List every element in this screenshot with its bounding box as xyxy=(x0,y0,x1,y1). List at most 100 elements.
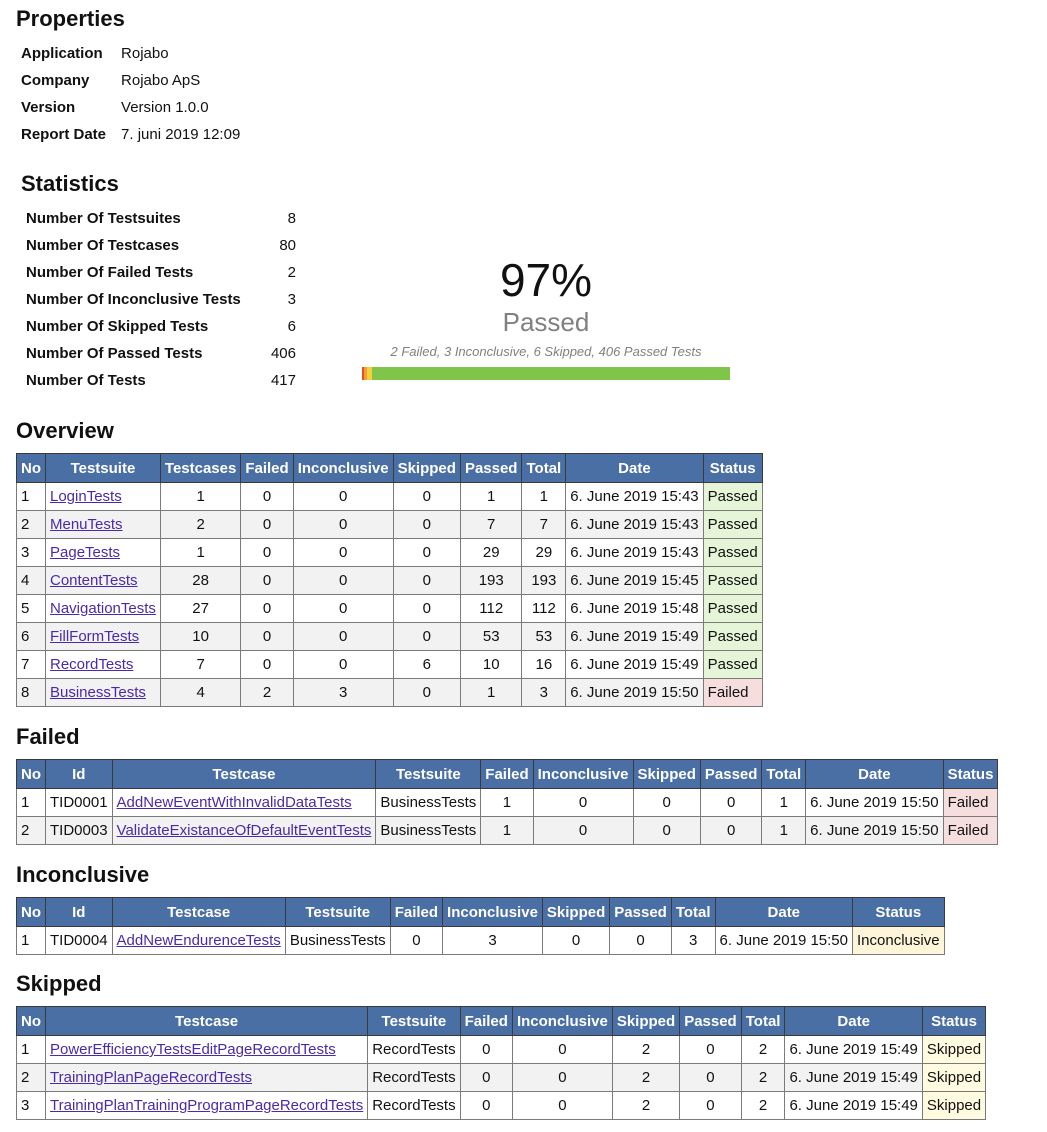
table-cell: 0 xyxy=(532,816,634,845)
result-progress-bar xyxy=(362,367,730,380)
column-header: Date xyxy=(805,759,944,789)
table-cell: 6. June 2019 15:49 xyxy=(565,622,704,651)
kv-key: Number Of Skipped Tests xyxy=(26,318,209,335)
table-cell: 4 xyxy=(16,566,46,595)
table-cell: 1 xyxy=(761,788,807,817)
table-cell: 1 xyxy=(159,538,242,567)
kv-value: Version 1.0.0 xyxy=(121,99,209,116)
column-header: Status xyxy=(702,453,763,483)
pass-detail: 2 Failed, 3 Inconclusive, 6 Skipped, 406… xyxy=(390,344,702,359)
table-cell: 7 xyxy=(521,510,567,539)
column-header: No xyxy=(16,897,46,927)
table-cell: TrainingPlanPageRecordTests xyxy=(44,1063,369,1092)
kv-value: 417 xyxy=(270,372,296,389)
column-header: Failed xyxy=(459,1006,513,1036)
kv-key: Number Of Testcases xyxy=(26,237,180,254)
testcase-link[interactable]: RecordTests xyxy=(50,656,134,673)
testcase-link[interactable]: TrainingPlanTrainingProgramPageRecordTes… xyxy=(50,1097,364,1114)
table-cell: 0 xyxy=(679,1035,742,1064)
testcase-link[interactable]: FillFormTests xyxy=(50,628,140,645)
testcase-link[interactable]: BusinessTests xyxy=(50,684,146,701)
table-row: 7 RecordTests 7 0 0 6 10 16 6. June 2019 15:49 Pa… xyxy=(16,650,763,679)
column-header: Status xyxy=(921,1006,987,1036)
table-cell: RecordTests xyxy=(367,1091,461,1120)
table-cell: 0 xyxy=(240,510,294,539)
table-cell: 1 xyxy=(16,482,46,511)
status-badge: Passed xyxy=(702,482,763,511)
table-cell: 1 xyxy=(761,816,807,845)
table-row: 2 TID0003 ValidateExistanceOfDefaultEventT… xyxy=(16,816,999,845)
overview-table: No Testsuite Testcases Failed Inconclusive Sk… xyxy=(16,453,763,707)
table-cell: 0 xyxy=(511,1091,613,1120)
kv-value: 7. juni 2019 12:09 xyxy=(121,126,241,143)
kv-row: Application Rojabo xyxy=(16,40,245,67)
table-cell: 2 xyxy=(16,1063,46,1092)
testcase-link[interactable]: ContentTests xyxy=(50,572,138,589)
testcase-link[interactable]: TrainingPlanPageRecordTests xyxy=(50,1069,253,1086)
skipped-heading: Skipped xyxy=(16,971,102,996)
status-badge: Failed xyxy=(702,678,763,707)
column-header: Date xyxy=(714,897,854,927)
testcase-link[interactable]: AddNewEndurenceTests xyxy=(116,932,281,949)
table-row: 6 FillFormTests 10 0 0 0 53 53 6. June 2019 15:4… xyxy=(16,622,763,651)
column-header: Testsuite xyxy=(45,453,161,483)
kv-key: Application xyxy=(21,45,103,62)
table-cell: 0 xyxy=(632,788,701,817)
table-cell: 0 xyxy=(392,566,461,595)
table-cell: 1 xyxy=(480,816,534,845)
table-cell: 0 xyxy=(240,622,294,651)
table-cell: 2 xyxy=(240,678,294,707)
table-cell: AddNewEndurenceTests xyxy=(111,926,286,955)
table-cell: 3 xyxy=(292,678,394,707)
table-cell: 6 xyxy=(392,650,461,679)
table-cell: 0 xyxy=(699,816,763,845)
kv-row: Number Of Inconclusive Tests 3 xyxy=(21,286,301,313)
table-cell: 6. June 2019 15:50 xyxy=(805,788,944,817)
column-header: Total xyxy=(740,1006,786,1036)
table-cell: 2 xyxy=(16,510,46,539)
testcase-link[interactable]: PageTests xyxy=(50,544,121,561)
table-cell: 0 xyxy=(240,566,294,595)
column-header: Skipped xyxy=(632,759,701,789)
table-cell: 0 xyxy=(292,650,394,679)
testcase-link[interactable]: ValidateExistanceOfDefaultEventTests xyxy=(116,822,372,839)
table-cell: 0 xyxy=(292,510,394,539)
table-cell: 6. June 2019 15:43 xyxy=(565,482,704,511)
kv-row: Version Version 1.0.0 xyxy=(16,94,245,121)
column-header: Passed xyxy=(609,897,672,927)
kv-row: Company Rojabo ApS xyxy=(16,67,245,94)
kv-row: Number Of Testsuites 8 xyxy=(21,205,301,232)
testcase-link[interactable]: AddNewEventWithInvalidDataTests xyxy=(116,794,352,811)
kv-value: 3 xyxy=(287,291,296,308)
kv-key: Company xyxy=(21,72,90,89)
table-cell: BusinessTests xyxy=(284,926,391,955)
column-header: Passed xyxy=(699,759,763,789)
testcase-link[interactable]: PowerEfficiencyTestsEditPageRecordTests xyxy=(50,1041,336,1058)
table-cell: 0 xyxy=(292,594,394,623)
table-cell: 2 xyxy=(159,510,242,539)
pass-label: Passed xyxy=(502,307,590,337)
testcase-link[interactable]: LoginTests xyxy=(50,488,122,505)
table-cell: 6. June 2019 15:50 xyxy=(714,926,854,955)
column-header: Inconclusive xyxy=(532,759,634,789)
status-badge: Failed xyxy=(942,816,999,845)
table-cell: 0 xyxy=(679,1091,742,1120)
kv-row: Number Of Failed Tests 2 xyxy=(21,259,301,286)
testcase-link[interactable]: MenuTests xyxy=(50,516,123,533)
kv-row: Number Of Passed Tests 406 xyxy=(21,340,301,367)
table-cell: 0 xyxy=(292,566,394,595)
table-cell: 6. June 2019 15:49 xyxy=(784,1063,923,1092)
table-cell: 4 xyxy=(159,678,242,707)
table-cell: RecordTests xyxy=(367,1063,461,1092)
table-cell: 0 xyxy=(679,1063,742,1092)
table-cell: 6. June 2019 15:49 xyxy=(784,1091,923,1120)
table-cell: 27 xyxy=(159,594,242,623)
table-row: 8 BusinessTests 4 2 3 0 1 3 6. June 2019 15:50 Fa… xyxy=(16,678,763,707)
table-cell: 29 xyxy=(521,538,567,567)
testcase-link[interactable]: NavigationTests xyxy=(50,600,156,617)
table-cell: 6. June 2019 15:50 xyxy=(565,678,704,707)
status-badge: Passed xyxy=(702,650,763,679)
kv-key: Number Of Tests xyxy=(26,372,146,389)
column-header: Date xyxy=(565,453,704,483)
status-badge: Passed xyxy=(702,566,763,595)
